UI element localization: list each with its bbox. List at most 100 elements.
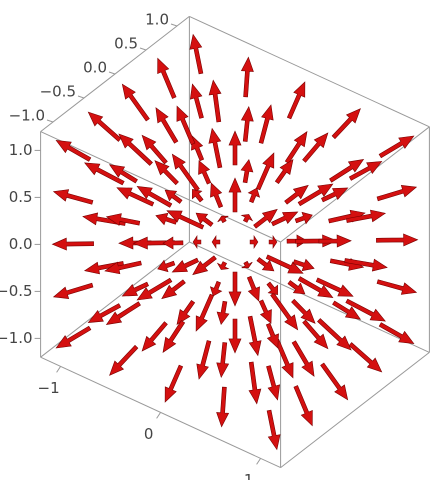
arrow-shape: [291, 298, 316, 324]
arrow: [116, 187, 155, 207]
arrow-shape: [321, 187, 349, 203]
arrow-shape: [118, 133, 153, 166]
arrow: [332, 300, 362, 320]
arrow-shape: [198, 160, 212, 185]
arrow-shape: [348, 342, 383, 373]
arrow: [84, 162, 125, 186]
arrow: [266, 365, 281, 401]
arrow: [176, 299, 196, 326]
arrow: [87, 111, 122, 142]
arrow-shape: [348, 161, 383, 181]
arrow-shape: [248, 361, 262, 405]
arrow: [345, 298, 386, 322]
z-tick-label: 0.0: [9, 235, 33, 253]
z-tick-label: −1.0: [0, 329, 33, 347]
arrow-shape: [141, 134, 168, 165]
arrow-shape: [164, 364, 184, 403]
arrow: [271, 211, 299, 227]
arrow-shape: [141, 321, 168, 352]
arrow: [109, 344, 139, 376]
arrow-shape: [52, 189, 94, 205]
arrow-shape: [161, 279, 186, 300]
arrow-shape: [136, 186, 173, 208]
arrow-shape: [155, 212, 178, 226]
arrow: [240, 56, 254, 98]
arrow-shape: [240, 214, 254, 223]
arrow: [348, 161, 383, 181]
arrow-shape: [266, 281, 279, 295]
arrow: [247, 315, 262, 357]
arrow: [266, 409, 281, 451]
arrow: [228, 318, 242, 354]
arrow-shape: [253, 208, 278, 229]
y-tick-label: 0.5: [114, 35, 138, 53]
arrow-shape: [332, 300, 362, 320]
arrow: [376, 233, 419, 247]
arrow-shape: [176, 105, 196, 145]
arrow: [196, 340, 212, 380]
arrow: [228, 271, 242, 307]
arrow: [292, 258, 315, 272]
arrow: [265, 322, 279, 349]
arrow-shape: [208, 127, 223, 169]
arrow-shape: [216, 342, 230, 379]
arrow: [55, 140, 92, 162]
arrow: [240, 214, 254, 223]
arrow: [192, 255, 217, 276]
arrow: [258, 299, 272, 324]
arrow: [161, 279, 186, 300]
arrow: [376, 279, 418, 295]
arrow: [216, 342, 230, 379]
z-tick-label: 0.5: [9, 188, 33, 206]
arrow: [51, 237, 94, 251]
arrow: [284, 184, 309, 205]
arrow-shape: [164, 189, 183, 204]
arrow-shape: [55, 140, 92, 162]
arrow-shape: [240, 158, 254, 184]
box-edge: [280, 352, 430, 468]
arrow: [268, 234, 278, 250]
x-tick: [256, 458, 262, 465]
arrow-shape: [51, 237, 94, 251]
x-tick: [156, 412, 162, 419]
arrow: [302, 132, 329, 163]
arrow-shape: [265, 322, 279, 349]
arrow: [295, 234, 338, 248]
arrow-shape: [302, 319, 329, 350]
x-tick: [56, 366, 62, 373]
arrow: [249, 234, 259, 250]
arrow: [121, 281, 149, 297]
arrow-shape: [121, 83, 150, 122]
arrow: [136, 277, 173, 301]
y-tick-label: 0.0: [83, 59, 107, 77]
arrow-shape: [162, 320, 186, 353]
arrow-shape: [344, 258, 388, 272]
arrow-shape: [216, 261, 230, 270]
arrow: [189, 83, 204, 119]
arrow: [346, 209, 387, 223]
arrow-shape: [286, 81, 306, 120]
arrow: [105, 213, 141, 226]
arrow-shape: [228, 318, 242, 354]
arrow-shape: [217, 215, 229, 224]
arrow-shape: [162, 236, 184, 250]
arrow-shape: [331, 108, 361, 140]
arrow: [154, 160, 179, 186]
arrow-shape: [284, 131, 308, 164]
arrow: [293, 385, 313, 427]
arrow: [258, 104, 274, 144]
arrow-shape: [268, 234, 278, 250]
arrow: [241, 260, 253, 269]
arrow-shape: [171, 257, 199, 273]
arrow: [297, 183, 334, 207]
arrow-shape: [266, 409, 281, 451]
arrow-shape: [240, 56, 254, 98]
arrow: [344, 258, 388, 272]
arrow-shape: [315, 277, 354, 297]
arrow-shape: [104, 260, 142, 275]
arrow: [216, 300, 230, 326]
arrow: [255, 152, 275, 191]
arrow-shape: [293, 385, 313, 427]
arrow-shape: [247, 315, 262, 357]
